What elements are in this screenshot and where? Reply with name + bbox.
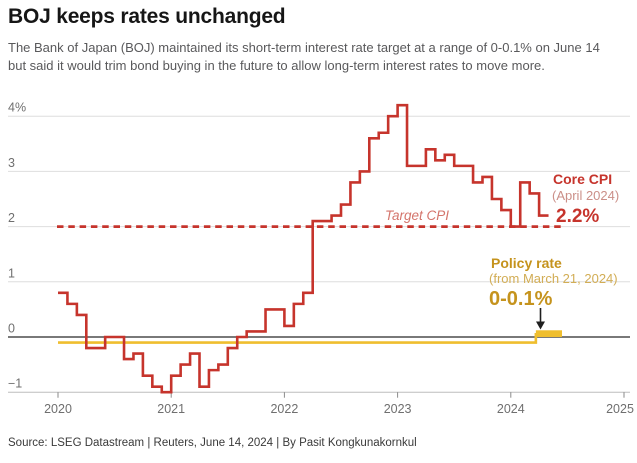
x-axis: 2020 2021 2022 2023 2024 2025 xyxy=(44,392,634,416)
policy-rate-range-bar xyxy=(535,330,562,337)
x-tick-label: 2023 xyxy=(384,402,412,416)
y-tick-label: −1 xyxy=(8,377,22,391)
policy-rate-label: Policy rate xyxy=(491,255,562,271)
policy-rate-arrow xyxy=(536,308,545,330)
x-tick-label: 2020 xyxy=(44,402,72,416)
core-cpi-value: 2.2% xyxy=(556,206,599,227)
page-subtitle: The Bank of Japan (BOJ) maintained its s… xyxy=(8,39,620,74)
y-tick-label: 3 xyxy=(8,156,15,170)
y-tick-label: 0 xyxy=(8,322,15,336)
x-tick-label: 2021 xyxy=(157,402,185,416)
arrow-head-icon xyxy=(536,321,545,330)
target-cpi-label: Target CPI xyxy=(385,208,449,223)
page-title: BOJ keeps rates unchanged xyxy=(8,5,286,28)
policy-rate-line xyxy=(58,330,562,344)
x-tick-label: 2022 xyxy=(270,402,298,416)
core-cpi-date-label: (April 2024) xyxy=(552,188,619,203)
y-tick-label: 2 xyxy=(8,211,15,225)
y-tick-label: 1 xyxy=(8,266,15,280)
policy-rate-date-label: (from March 21, 2024) xyxy=(489,271,618,286)
subtitle-line-1: The Bank of Japan (BOJ) maintained its s… xyxy=(8,40,600,55)
x-tick-label: 2024 xyxy=(497,402,525,416)
core-cpi-label: Core CPI xyxy=(553,171,612,187)
policy-rate-value: 0-0.1% xyxy=(489,288,553,310)
y-tick-label: 4% xyxy=(8,101,26,115)
core-cpi-line xyxy=(58,103,549,394)
source-line: Source: LSEG Datastream | Reuters, June … xyxy=(8,437,417,449)
subtitle-line-2: but said it would trim bond buying in th… xyxy=(8,57,545,73)
x-tick-label: 2025 xyxy=(606,402,634,416)
